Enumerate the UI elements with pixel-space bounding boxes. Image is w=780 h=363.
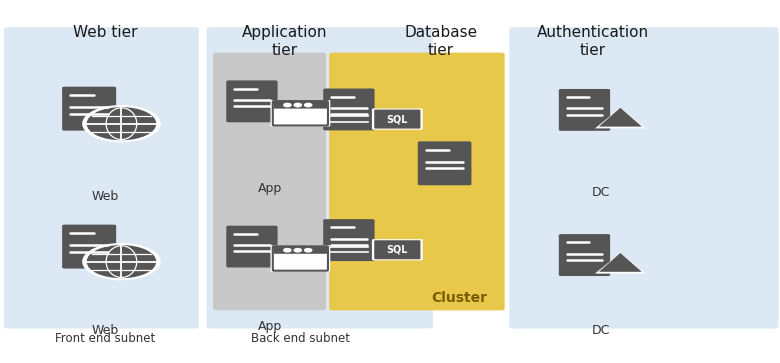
FancyBboxPatch shape [509, 27, 778, 329]
Text: App: App [257, 182, 282, 195]
Polygon shape [595, 108, 646, 129]
Text: DC: DC [591, 186, 610, 199]
Text: Application
tier: Application tier [242, 25, 328, 58]
FancyBboxPatch shape [62, 225, 116, 269]
Circle shape [87, 108, 155, 139]
FancyBboxPatch shape [207, 27, 433, 329]
FancyBboxPatch shape [372, 239, 423, 260]
Text: Web tier: Web tier [73, 25, 137, 40]
FancyBboxPatch shape [558, 89, 610, 131]
FancyBboxPatch shape [62, 87, 116, 131]
Text: Database
tier: Database tier [404, 25, 477, 58]
Circle shape [294, 103, 301, 107]
Circle shape [87, 246, 155, 277]
Polygon shape [595, 253, 646, 274]
FancyBboxPatch shape [329, 53, 505, 310]
Circle shape [83, 106, 160, 142]
FancyBboxPatch shape [374, 110, 420, 129]
FancyBboxPatch shape [227, 81, 277, 91]
Text: DC: DC [591, 324, 610, 337]
Text: Cluster: Cluster [431, 291, 488, 305]
FancyBboxPatch shape [226, 81, 278, 122]
Circle shape [305, 249, 312, 252]
Circle shape [294, 249, 301, 252]
Text: App: App [257, 320, 282, 333]
FancyBboxPatch shape [274, 246, 327, 254]
FancyBboxPatch shape [227, 226, 277, 236]
FancyBboxPatch shape [559, 234, 609, 245]
Text: Front end subnet: Front end subnet [55, 332, 155, 345]
Text: Web: Web [92, 189, 119, 203]
FancyBboxPatch shape [323, 89, 374, 130]
FancyBboxPatch shape [274, 101, 327, 109]
FancyBboxPatch shape [226, 226, 278, 268]
Text: Web: Web [92, 324, 119, 337]
Text: SQL: SQL [387, 114, 408, 124]
FancyBboxPatch shape [558, 234, 610, 276]
FancyBboxPatch shape [271, 100, 330, 127]
Circle shape [284, 249, 291, 252]
FancyBboxPatch shape [273, 101, 328, 126]
FancyBboxPatch shape [271, 245, 330, 272]
Circle shape [284, 103, 291, 107]
Circle shape [305, 103, 312, 107]
FancyBboxPatch shape [273, 246, 328, 271]
FancyBboxPatch shape [213, 53, 326, 310]
FancyBboxPatch shape [559, 89, 609, 99]
FancyBboxPatch shape [323, 219, 374, 261]
Polygon shape [599, 108, 642, 127]
Text: Back end subnet: Back end subnet [251, 332, 349, 345]
FancyBboxPatch shape [63, 87, 115, 98]
Circle shape [83, 244, 160, 280]
FancyBboxPatch shape [324, 89, 374, 99]
FancyBboxPatch shape [419, 142, 470, 152]
Text: Authentication
tier: Authentication tier [537, 25, 649, 58]
FancyBboxPatch shape [374, 240, 420, 259]
FancyBboxPatch shape [63, 225, 115, 236]
Text: SQL: SQL [387, 245, 408, 255]
FancyBboxPatch shape [4, 27, 199, 329]
FancyBboxPatch shape [324, 220, 374, 230]
FancyBboxPatch shape [372, 109, 423, 130]
FancyBboxPatch shape [418, 142, 471, 185]
Polygon shape [599, 253, 642, 272]
